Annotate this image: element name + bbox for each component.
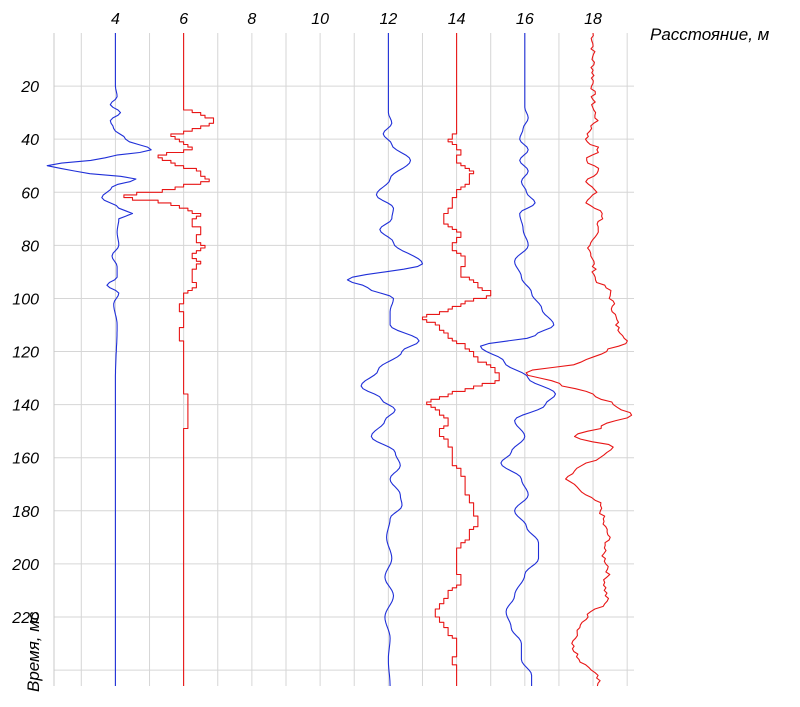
trace-4m (46, 33, 152, 686)
y-tick-label: 20 (20, 79, 39, 96)
trace-16m (479, 33, 557, 686)
y-tick-label: 120 (12, 345, 39, 362)
x-tick-label: 8 (247, 11, 256, 28)
trace-18m (525, 32, 633, 687)
y-tick-label: 80 (21, 238, 39, 255)
y-tick-label: 40 (21, 132, 39, 149)
traces (46, 32, 633, 687)
grid (53, 33, 634, 686)
tick-labels: 4 6 8 10 12 14 16 18 20 40 60 80 100 120 140 160 180 200 2… (11, 11, 602, 627)
x-tick-label: 16 (516, 11, 534, 28)
x-tick-label: 18 (584, 11, 602, 28)
x-tick-label: 10 (311, 11, 329, 28)
y-tick-label: 220 (11, 610, 39, 627)
trace-12m (346, 33, 424, 687)
y-tick-label: 160 (12, 451, 39, 468)
x-tick-label: 12 (379, 11, 397, 28)
x-tick-label: 6 (179, 11, 188, 28)
y-tick-label: 180 (12, 504, 39, 521)
y-tick-label: 60 (21, 185, 39, 202)
x-tick-label: 14 (448, 11, 466, 28)
y-tick-label: 100 (12, 291, 39, 308)
y-axis-title: Время, мс (24, 611, 43, 692)
trace-6m (123, 33, 215, 686)
trace-14m (421, 33, 500, 686)
x-axis-title: Расстояние, м (650, 25, 770, 44)
x-tick-label: 4 (111, 11, 120, 28)
y-tick-label: 200 (11, 557, 39, 574)
y-tick-label: 140 (12, 398, 39, 415)
